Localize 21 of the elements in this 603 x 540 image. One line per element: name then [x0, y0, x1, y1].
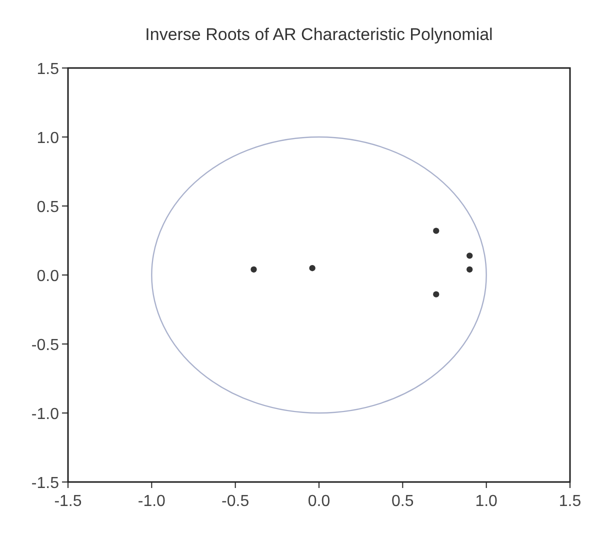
- y-tick-label: 1.5: [36, 61, 60, 78]
- y-tick-label: 0.0: [36, 268, 60, 285]
- point: [433, 291, 440, 298]
- chart-title: Inverse Roots of AR Characteristic Polynomial: [145, 25, 493, 44]
- y-tick-label: -0.5: [31, 337, 60, 354]
- x-tick-label: -1.0: [138, 493, 166, 510]
- y-tick-label: -1.5: [31, 475, 60, 492]
- point: [250, 266, 257, 273]
- x-tick-label: -0.5: [222, 493, 250, 510]
- y-tick-label: 0.5: [36, 199, 60, 216]
- point: [466, 252, 473, 259]
- y-tick-label: 1.0: [36, 130, 60, 147]
- point: [466, 266, 473, 273]
- x-tick-label: 1.0: [475, 493, 498, 510]
- point: [309, 265, 316, 272]
- x-tick-label: 0.5: [392, 493, 414, 510]
- x-tick-label: 1.5: [558, 493, 582, 510]
- x-tick-label: 0.0: [308, 493, 330, 510]
- x-tick-label: -1.5: [54, 493, 82, 510]
- point: [433, 228, 440, 234]
- y-tick-label: -1.0: [31, 406, 60, 423]
